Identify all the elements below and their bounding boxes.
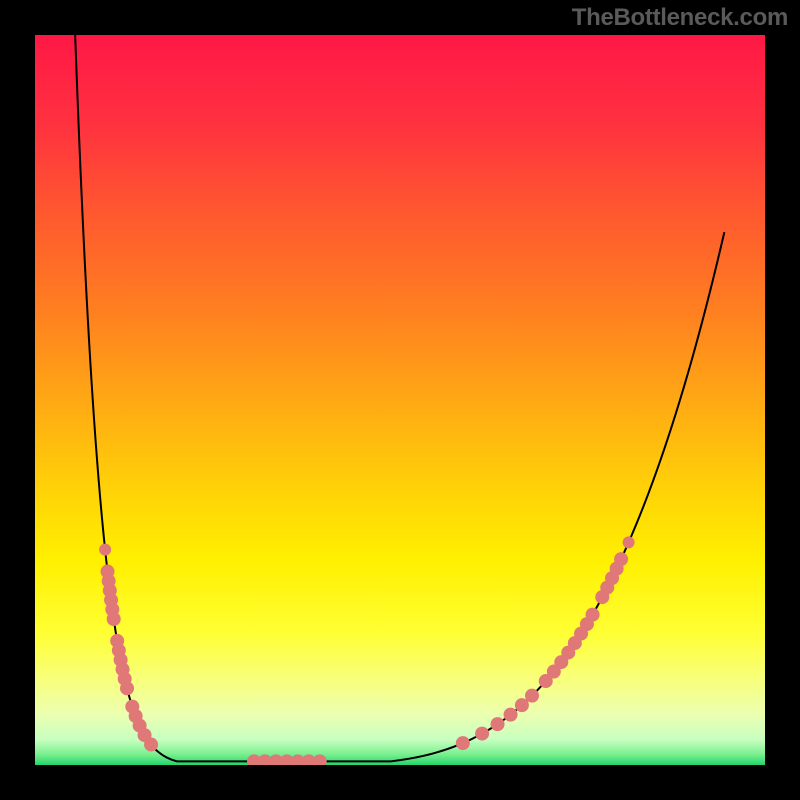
curve-marker (107, 612, 121, 626)
gradient-background (35, 35, 765, 765)
curve-marker (475, 727, 489, 741)
plot-svg (35, 35, 765, 765)
curve-marker (614, 552, 628, 566)
curve-marker (99, 544, 111, 556)
plot-area (35, 35, 765, 765)
watermark-text: TheBottleneck.com (572, 4, 788, 32)
curve-marker (504, 708, 518, 722)
curve-marker (525, 689, 539, 703)
curve-marker (456, 736, 470, 750)
curve-marker (491, 717, 505, 731)
curve-marker (120, 681, 134, 695)
curve-marker (623, 536, 635, 548)
curve-marker (144, 738, 158, 752)
curve-marker (586, 608, 600, 622)
chart-container: TheBottleneck.com (0, 0, 800, 800)
